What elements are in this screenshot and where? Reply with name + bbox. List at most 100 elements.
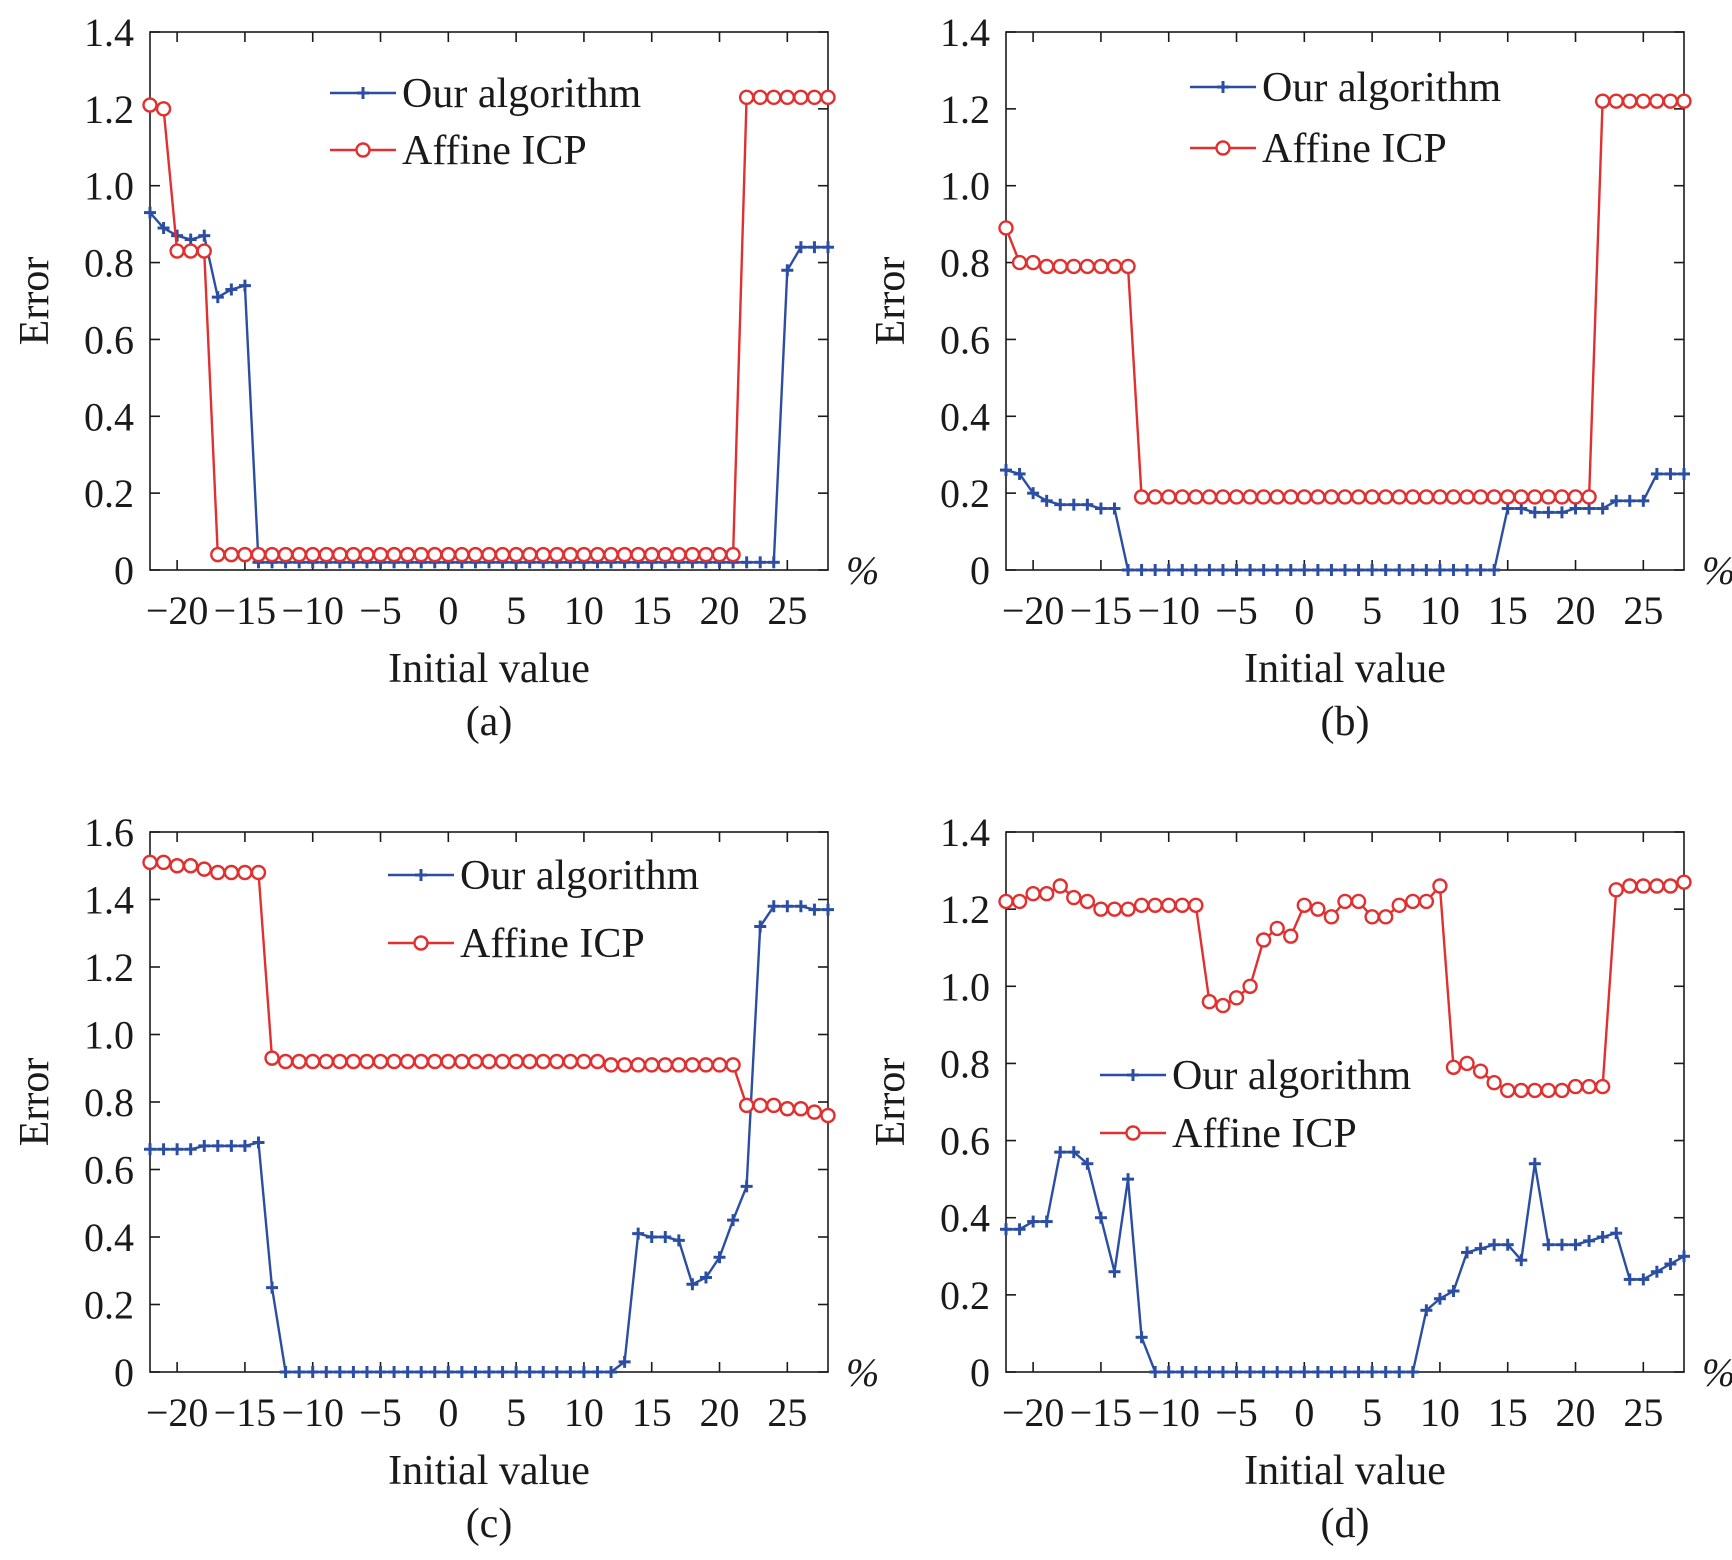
series-line [149,211,828,564]
legend-marker [1125,1125,1141,1141]
data-point [1377,489,1394,505]
data-point [630,1057,646,1073]
data-point [645,1231,658,1243]
data-point [1013,467,1026,480]
data-point [1432,878,1448,894]
data-point [1094,502,1107,515]
x-tick-label: 5 [1362,1390,1382,1435]
x-unit-label: % [846,1350,879,1395]
y-tick-label: 0.4 [84,394,134,439]
legend-item: Affine ICP [1190,126,1447,172]
data-point [1311,564,1324,576]
data-point [1040,494,1053,507]
x-tick-label: 5 [1362,588,1382,633]
legend-marker [1127,1069,1139,1081]
data-point [1459,489,1475,505]
data-point [1445,489,1462,505]
data-point [1366,1366,1379,1378]
y-tick-label: 0.8 [84,241,134,286]
data-point [1120,901,1136,917]
data-point [252,1136,265,1149]
data-point [1189,564,1202,576]
x-axis-title: Initial value [388,646,590,692]
data-point [1215,489,1231,505]
data-point [1149,564,1162,576]
data-point [1323,489,1340,505]
y-axis-title: Error [12,1058,58,1147]
x-tick-label: 20 [700,1390,740,1435]
data-point [1447,1285,1460,1297]
data-point [1474,564,1487,576]
data-point [564,1366,577,1378]
data-point [781,264,794,277]
data-point [1596,502,1609,515]
data-point [1366,564,1379,576]
data-point [1662,93,1679,109]
data-point [155,854,172,871]
y-tick-label: 1.0 [940,964,990,1009]
data-point [1649,93,1665,109]
data-point [386,546,402,563]
data-point [1461,564,1474,576]
legend-item: Our algorithm [388,853,699,899]
data-point [427,1053,443,1070]
data-point [657,546,673,563]
data-point [618,1355,631,1368]
data-point [699,1271,712,1284]
data-point [1255,489,1272,505]
data-point [399,1053,416,1070]
data-point [603,546,619,563]
y-tick-label: 0.2 [84,1283,134,1328]
x-tick-label: 10 [1420,588,1460,633]
data-point [1678,467,1690,480]
data-point [591,1366,604,1378]
data-point [1203,1366,1216,1378]
data-point [1379,1366,1392,1378]
data-point [467,1053,484,1070]
data-point [1215,997,1231,1014]
data-point [1216,564,1229,576]
y-tick-label: 1.2 [84,87,134,132]
data-point [1310,489,1326,505]
y-tick-label: 0.2 [940,1273,990,1318]
data-point [1500,1082,1516,1099]
data-point [184,1143,197,1156]
data-point [1000,464,1012,477]
data-point [767,556,780,569]
x-axis-title: Initial value [1244,1448,1446,1494]
data-point [1488,564,1501,576]
data-point [822,903,834,916]
data-point [1133,897,1150,913]
data-point [155,101,172,117]
data-point [481,546,497,563]
chart-panel-b: 0 0.2 0.4 0.6 0.8 1.0 1.2 1.4 −20 −15 −10 −5 0 5 10 15 2… [868,10,1732,745]
data-point [1106,258,1123,275]
data-point [1445,1059,1462,1075]
y-tick-label: 1.4 [84,10,134,55]
data-point [738,89,755,106]
series-our-algorithm [144,206,834,569]
data-point [413,1053,429,1070]
data-point [630,546,646,563]
data-point [767,900,780,913]
data-point [1528,506,1541,519]
data-point [1472,1063,1489,1079]
data-point [1093,901,1109,917]
data-point [1500,489,1516,505]
data-point [1527,489,1543,505]
legend-label: Affine ICP [1172,1111,1357,1157]
data-point [1622,93,1638,109]
data-point [142,97,158,113]
data-point [1135,564,1148,576]
x-tick-label: −5 [359,588,402,633]
data-point [808,903,821,916]
data-point [1622,878,1638,894]
data-point [577,1366,590,1378]
data-point [1542,506,1555,519]
data-point [1269,920,1285,937]
data-point [550,1366,563,1378]
x-tick-label: −10 [1137,1390,1200,1435]
data-point [144,1143,156,1156]
data-point [998,893,1014,910]
